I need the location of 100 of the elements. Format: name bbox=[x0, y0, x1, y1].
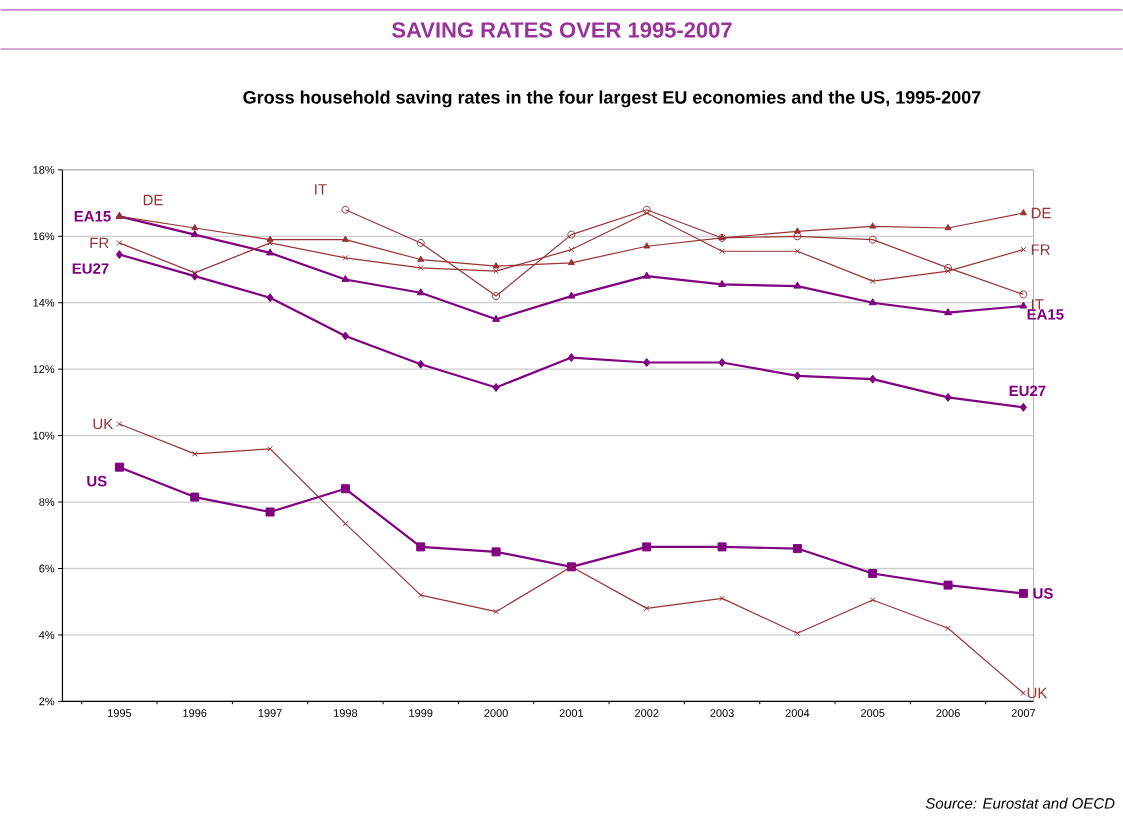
point bbox=[868, 568, 878, 578]
series-label: DE bbox=[1031, 207, 1051, 219]
point bbox=[116, 239, 123, 246]
point bbox=[719, 595, 726, 602]
point bbox=[642, 542, 652, 552]
point bbox=[944, 263, 953, 272]
y-tick-label: 14% bbox=[33, 298, 55, 307]
point bbox=[416, 238, 425, 247]
y-tick-label: 10% bbox=[33, 431, 55, 440]
point bbox=[191, 450, 198, 457]
y-tick-label: 6% bbox=[39, 564, 55, 573]
series-label: FR bbox=[1031, 244, 1050, 255]
point bbox=[417, 264, 424, 271]
point bbox=[642, 205, 651, 214]
point bbox=[190, 230, 199, 237]
point bbox=[266, 293, 274, 303]
point bbox=[267, 445, 274, 452]
point bbox=[944, 308, 953, 316]
x-tick-label: 2001 bbox=[559, 709, 584, 717]
point bbox=[567, 352, 575, 362]
point bbox=[643, 209, 650, 216]
point bbox=[340, 484, 350, 494]
point bbox=[868, 298, 877, 306]
point bbox=[567, 291, 576, 299]
point bbox=[492, 262, 500, 269]
point bbox=[266, 235, 274, 242]
point bbox=[492, 314, 501, 322]
point bbox=[417, 359, 425, 369]
text: UK bbox=[93, 418, 114, 430]
point bbox=[341, 274, 350, 282]
chart-subtitle: Gross household saving rates in the four largest EU economies and the US, 1995-2007 bbox=[243, 90, 981, 108]
point bbox=[416, 542, 426, 552]
point bbox=[567, 258, 575, 265]
text: IT bbox=[315, 184, 327, 195]
point bbox=[869, 596, 876, 603]
point bbox=[792, 543, 802, 553]
point bbox=[342, 254, 349, 261]
x-tick-label: 1997 bbox=[258, 709, 282, 717]
point bbox=[1019, 402, 1027, 412]
x-tick-label: 1995 bbox=[108, 709, 132, 717]
point bbox=[116, 420, 123, 427]
x-tick-label: 1999 bbox=[409, 709, 433, 717]
series-label: UK bbox=[1027, 687, 1048, 699]
point bbox=[341, 205, 350, 214]
point bbox=[643, 357, 651, 367]
point bbox=[191, 223, 199, 231]
point bbox=[642, 271, 651, 279]
point bbox=[1019, 208, 1027, 216]
point bbox=[643, 242, 651, 249]
point bbox=[717, 542, 727, 552]
x-tick-label: 2004 bbox=[785, 709, 810, 717]
point bbox=[417, 591, 424, 598]
point bbox=[794, 248, 801, 255]
point bbox=[943, 580, 953, 590]
y-tick-label: 8% bbox=[39, 498, 55, 506]
point bbox=[719, 248, 726, 255]
point bbox=[341, 235, 349, 242]
text: EU27 bbox=[72, 263, 109, 274]
y-tick-label: 12% bbox=[33, 365, 55, 373]
point bbox=[1020, 246, 1027, 253]
point bbox=[1018, 588, 1028, 598]
point bbox=[190, 492, 200, 502]
chart-title: SAVING RATES OVER 1995-2007 bbox=[392, 22, 732, 38]
point bbox=[416, 288, 425, 296]
series-label: EU27 bbox=[1009, 385, 1046, 397]
point bbox=[342, 520, 349, 527]
point bbox=[643, 605, 650, 612]
point bbox=[265, 507, 275, 517]
point bbox=[793, 232, 802, 241]
point bbox=[718, 279, 727, 287]
x-tick-label: 2002 bbox=[635, 709, 659, 717]
series-label: IT bbox=[1031, 299, 1044, 310]
x-tick-label: 1998 bbox=[334, 709, 358, 717]
text: FR bbox=[90, 237, 109, 248]
point bbox=[945, 625, 952, 632]
point bbox=[944, 223, 952, 231]
point bbox=[1019, 290, 1028, 299]
text: DE bbox=[143, 194, 163, 206]
point bbox=[869, 374, 877, 384]
point bbox=[417, 255, 425, 262]
series-label: EA15 bbox=[1027, 309, 1064, 320]
series-label: US bbox=[1033, 587, 1053, 599]
x-tick-label: 2005 bbox=[861, 709, 885, 717]
x-tick-label: 1996 bbox=[183, 709, 207, 717]
point bbox=[869, 278, 876, 284]
point bbox=[793, 281, 802, 289]
point bbox=[869, 222, 877, 229]
x-tick-label: 2003 bbox=[710, 709, 734, 717]
text: EA15 bbox=[74, 211, 111, 222]
point bbox=[718, 357, 726, 367]
source-note: Source: Eurostat and OECD bbox=[925, 797, 1115, 809]
y-tick-label: 4% bbox=[39, 630, 55, 639]
point bbox=[868, 235, 877, 244]
point bbox=[567, 230, 576, 239]
y-tick-label: 16% bbox=[33, 232, 55, 241]
text: US bbox=[87, 475, 107, 487]
point bbox=[1019, 301, 1028, 309]
point bbox=[266, 248, 275, 256]
point bbox=[492, 291, 501, 300]
x-tick-label: 2006 bbox=[936, 709, 960, 717]
